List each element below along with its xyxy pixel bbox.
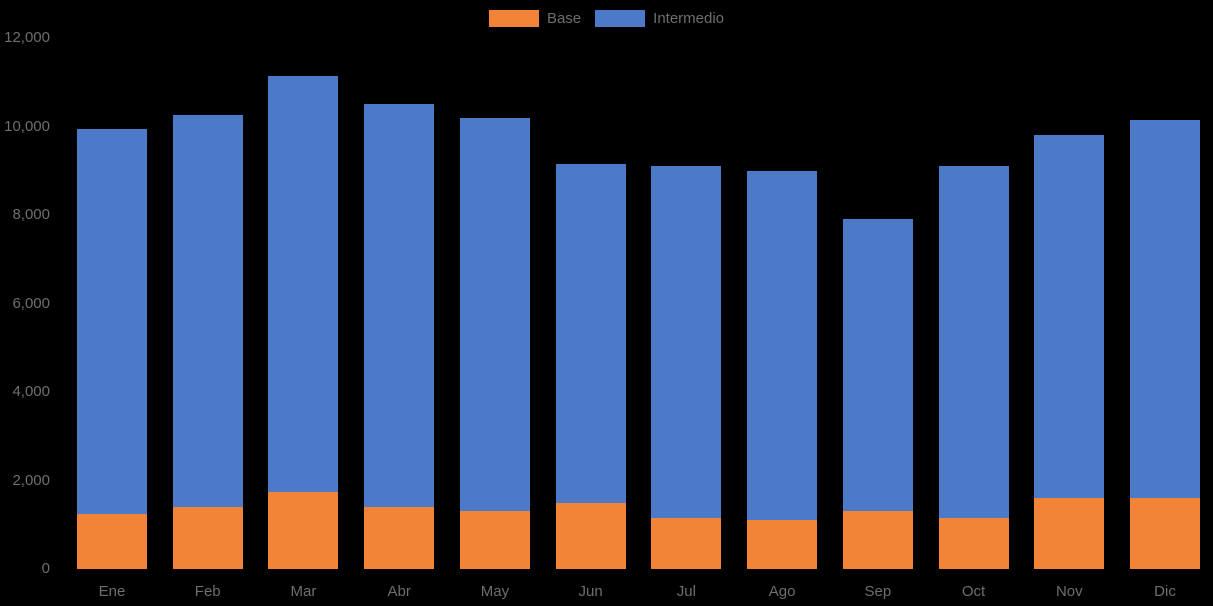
x-label-mar: Mar xyxy=(290,583,317,600)
x-label-dic: Dic xyxy=(1154,583,1176,600)
legend-item-base: Base xyxy=(488,10,582,27)
y-tick-label-2000: 2,000 xyxy=(12,471,50,489)
base-legend-swatch xyxy=(488,10,539,27)
bar-jun-intermedio xyxy=(555,164,626,503)
y-tick-label-8000: 8,000 xyxy=(12,206,50,223)
x-label-ene: Ene xyxy=(98,583,126,600)
bar-jul-intermedio xyxy=(651,166,722,519)
bar-ago-intermedio xyxy=(747,170,818,521)
bar-abr-intermedio xyxy=(364,104,435,508)
y-tick-label-4000: 4,000 xyxy=(12,383,50,400)
x-label-jun: Jun xyxy=(578,583,603,600)
x-label-may: May xyxy=(480,583,510,600)
legend-item-intermedio: Intermedio xyxy=(595,10,724,27)
bar-sep-intermedio xyxy=(842,219,913,512)
bar-dic-base xyxy=(1130,498,1201,569)
bar-ago-base xyxy=(747,520,818,569)
y-tick-label-0: 0 xyxy=(41,560,50,577)
x-label-abr: Abr xyxy=(387,583,411,600)
x-label-oct: Oct xyxy=(961,583,986,600)
x-label-feb: Feb xyxy=(194,583,221,600)
bar-oct-intermedio xyxy=(938,166,1009,519)
base-legend-label: Base xyxy=(546,10,582,27)
bar-feb-intermedio xyxy=(172,115,243,508)
intermedio-legend-label: Intermedio xyxy=(653,10,725,27)
y-tick-label-12000: 12,000 xyxy=(4,29,50,46)
bar-may-base xyxy=(459,511,530,569)
bar-may-intermedio xyxy=(459,117,530,512)
bar-jun-base xyxy=(555,502,626,569)
legend: Base Intermedio xyxy=(0,10,1213,27)
bar-mar-base xyxy=(268,491,339,569)
x-label-sep: Sep xyxy=(864,583,892,600)
y-tick-label-6000: 6,000 xyxy=(12,294,50,312)
bar-sep-base xyxy=(842,511,913,569)
y-tick-label-10000: 10,000 xyxy=(4,117,50,135)
bar-nov-intermedio xyxy=(1034,135,1105,499)
intermedio-legend-swatch xyxy=(595,10,646,27)
bar-ene-intermedio xyxy=(77,128,147,514)
bar-dic-intermedio xyxy=(1130,119,1201,499)
bar-nov-base xyxy=(1034,498,1105,569)
x-label-ago: Ago xyxy=(768,583,796,600)
x-label-jul: Jul xyxy=(676,583,696,600)
bar-oct-base xyxy=(938,518,1009,569)
x-label-nov: Nov xyxy=(1055,583,1083,600)
bar-ene-base xyxy=(77,513,147,569)
bar-jul-base xyxy=(651,518,722,569)
bar-feb-base xyxy=(172,507,243,569)
bar-abr-base xyxy=(364,507,435,569)
bar-mar-intermedio xyxy=(268,75,339,492)
